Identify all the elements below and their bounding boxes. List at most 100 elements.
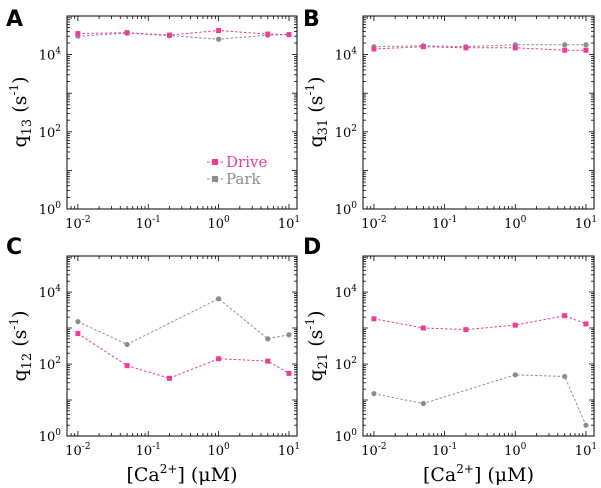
y-tick-exp: 0 — [55, 428, 61, 438]
y-axis-label: q13 (s-1) — [7, 76, 35, 147]
y-axis-label-unit: (s — [9, 96, 31, 119]
data-point-square — [286, 370, 292, 376]
y-tick-base: 10 — [335, 203, 352, 218]
x-tick-label: 101 — [575, 215, 597, 232]
data-point-square — [124, 363, 130, 369]
y-axis-label: q12 (s-1) — [7, 310, 35, 381]
x-tick-label: 10-1 — [136, 442, 161, 459]
y-tick-base: 10 — [335, 430, 352, 445]
y-axis-label-sup: -1 — [303, 318, 317, 330]
y-tick-exp: 0 — [55, 201, 61, 211]
x-tick-label: 101 — [278, 442, 300, 459]
data-point-square — [562, 313, 568, 319]
panel-letter: B — [303, 7, 320, 32]
x-tick-label: 100 — [504, 442, 527, 459]
x-tick-base: 10 — [136, 217, 153, 232]
x-tick-label: 100 — [207, 442, 230, 459]
y-tick-base: 10 — [39, 358, 56, 373]
y-tick-exp: 4 — [55, 47, 61, 57]
x-tick-exp: -2 — [378, 215, 387, 225]
x-tick-base: 10 — [575, 444, 592, 459]
panel-letter: C — [6, 235, 22, 260]
data-point-square — [216, 28, 222, 34]
y-axis-label-q: q — [9, 369, 31, 381]
x-tick-label: 10-2 — [361, 442, 386, 459]
y-axis-label-sup: -1 — [303, 84, 317, 96]
panel-letter: A — [6, 7, 23, 32]
data-point-circle — [216, 296, 222, 302]
x-tick-exp: -2 — [378, 442, 387, 452]
plot-frame — [66, 15, 298, 210]
x-tick-exp: -1 — [448, 215, 457, 225]
legend-marker — [212, 159, 218, 165]
data-point-circle — [371, 391, 377, 397]
x-axis-label: [Ca2+] (μM) — [126, 462, 237, 486]
x-tick-label: 100 — [207, 215, 230, 232]
y-tick-label: 104 — [335, 284, 358, 301]
series-park — [75, 30, 292, 42]
x-tick-base: 10 — [207, 217, 224, 232]
x-tick-label: 10-1 — [432, 215, 457, 232]
data-point-square — [216, 356, 222, 362]
data-point-square — [371, 316, 377, 322]
y-axis-label-q: q — [305, 135, 327, 147]
x-tick-exp: -1 — [152, 442, 161, 452]
data-point-circle — [75, 319, 81, 325]
data-point-circle — [562, 42, 568, 48]
legend-marker — [212, 176, 218, 182]
series-line-drive — [77, 333, 290, 379]
x-axis-label: [Ca2+] (μM) — [423, 462, 534, 486]
x-tick-label: 101 — [575, 442, 597, 459]
x-tick-base: 10 — [432, 217, 449, 232]
y-axis-label-close: ) — [305, 76, 327, 83]
x-tick-label: 10-2 — [65, 215, 90, 232]
y-tick-base: 10 — [335, 126, 352, 141]
data-point-square — [265, 31, 271, 37]
y-tick-exp: 2 — [55, 124, 61, 134]
data-point-square — [512, 322, 518, 328]
x-tick-base: 10 — [207, 444, 224, 459]
y-axis-label-close: ) — [9, 76, 31, 83]
x-tick-base: 10 — [136, 444, 153, 459]
legend-label: Drive — [226, 153, 267, 171]
x-tick-base: 10 — [361, 444, 378, 459]
data-point-circle — [512, 372, 518, 378]
data-point-circle — [562, 373, 568, 380]
y-tick-label: 100 — [39, 428, 62, 445]
x-tick-exp: 0 — [224, 442, 230, 452]
data-point-circle — [124, 341, 130, 348]
x-tick-exp: -2 — [82, 215, 91, 225]
y-axis-label-sub: 31 — [316, 119, 331, 136]
x-tick-base: 10 — [504, 444, 521, 459]
y-tick-base: 10 — [335, 49, 352, 64]
data-point-circle — [265, 336, 271, 342]
data-point-circle — [420, 400, 426, 407]
x-tick-exp: 0 — [224, 215, 230, 225]
y-axis-label-unit: (s — [305, 330, 327, 353]
x-tick-base: 10 — [432, 444, 449, 459]
y-tick-base: 10 — [335, 358, 352, 373]
x-axis-label-sup: 2+ — [160, 462, 178, 476]
y-tick-base: 10 — [39, 286, 56, 301]
y-tick-label: 102 — [335, 356, 357, 373]
x-axis-label-prefix: [Ca — [126, 464, 159, 486]
x-tick-exp: 0 — [521, 442, 527, 452]
x-tick-label: 10-2 — [65, 442, 90, 459]
y-tick-label: 100 — [335, 428, 358, 445]
y-tick-base: 10 — [39, 49, 56, 64]
data-point-square — [265, 358, 271, 364]
data-point-square — [463, 327, 469, 333]
x-axis-label-sup: 2+ — [456, 462, 474, 476]
y-tick-label: 104 — [39, 284, 62, 301]
x-tick-exp: -1 — [152, 215, 161, 225]
series-line-park — [373, 44, 586, 48]
series-park — [75, 296, 292, 348]
x-tick-base: 10 — [65, 444, 82, 459]
y-tick-exp: 4 — [55, 284, 61, 294]
y-tick-base: 10 — [39, 126, 56, 141]
y-tick-base: 10 — [39, 430, 56, 445]
